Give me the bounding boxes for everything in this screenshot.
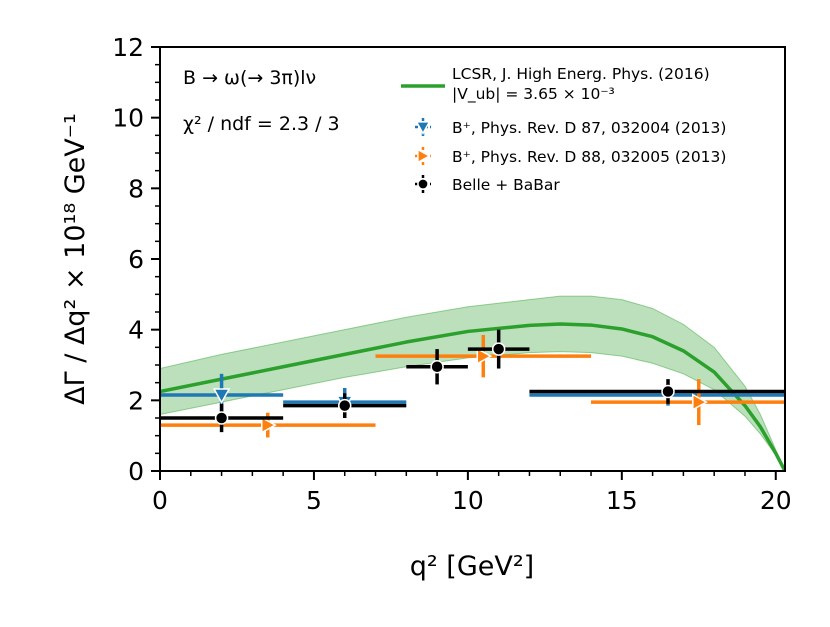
belle-babar-marker (337, 398, 352, 413)
legend-label: |V_ub| = 3.65 × 10⁻³ (452, 85, 615, 104)
y-tick-label: 4 (128, 316, 144, 345)
x-tick-label: 5 (306, 486, 322, 515)
legend-label: B⁺, Phys. Rev. D 88, 032005 (2013) (452, 148, 726, 166)
prd88-point (591, 379, 785, 426)
lcsr-central-line (160, 322, 785, 471)
x-axis-label: q² [GeV²] (410, 551, 534, 582)
belle-babar-point (160, 403, 284, 433)
legend: LCSR, J. High Energ. Phys. (2016) |V_ub| … (401, 65, 726, 194)
y-tick-label: 2 (128, 386, 144, 415)
chi2-annotation: χ² / ndf = 2.3 / 3 (183, 113, 340, 135)
belle-babar-point (467, 329, 530, 369)
belle-babar-point (529, 379, 785, 404)
legend-entry: B⁺, Phys. Rev. D 87, 032004 (2013) (415, 118, 726, 137)
prd87-marker (212, 388, 231, 405)
belle-babar-marker (491, 342, 506, 356)
legend-entry: B⁺, Phys. Rev. D 88, 032005 (2013) (415, 147, 726, 166)
belle-babar-marker (661, 384, 675, 399)
legend-marker (417, 148, 431, 164)
legend-marker (415, 121, 431, 135)
belle-babar-point (283, 393, 407, 418)
y-tick-label: 0 (128, 457, 144, 486)
belle-babar-marker (214, 411, 229, 425)
y-tick-label: 12 (112, 33, 144, 62)
prd88-marker (261, 416, 277, 434)
belle-babar-point (406, 349, 468, 385)
y-tick-label: 8 (128, 174, 144, 203)
y-tick-label: 6 (128, 245, 144, 274)
legend-label: B⁺, Phys. Rev. D 87, 032004 (2013) (452, 119, 726, 137)
prd88-point (375, 334, 592, 378)
prd88-marker (476, 347, 493, 365)
channel-annotation: B → ω(→ 3π)lν (183, 67, 316, 89)
legend-marker (417, 178, 429, 190)
x-tick-label: 20 (760, 486, 792, 515)
belle-babar-marker (430, 360, 444, 374)
legend-label: Belle + BaBar (452, 176, 560, 194)
legend-label: LCSR, J. High Energ. Phys. (2016) (452, 65, 710, 83)
legend-entry: Belle + BaBar (415, 175, 560, 194)
x-tick-label: 10 (452, 486, 484, 515)
y-tick-label: 10 (112, 104, 144, 133)
x-tick-label: 15 (606, 486, 638, 515)
y-axis-label: ΔΓ / Δq² × 10¹⁸ GeV⁻¹ (60, 113, 91, 405)
prd88-marker (692, 393, 708, 411)
x-tick-label: 0 (152, 486, 168, 515)
